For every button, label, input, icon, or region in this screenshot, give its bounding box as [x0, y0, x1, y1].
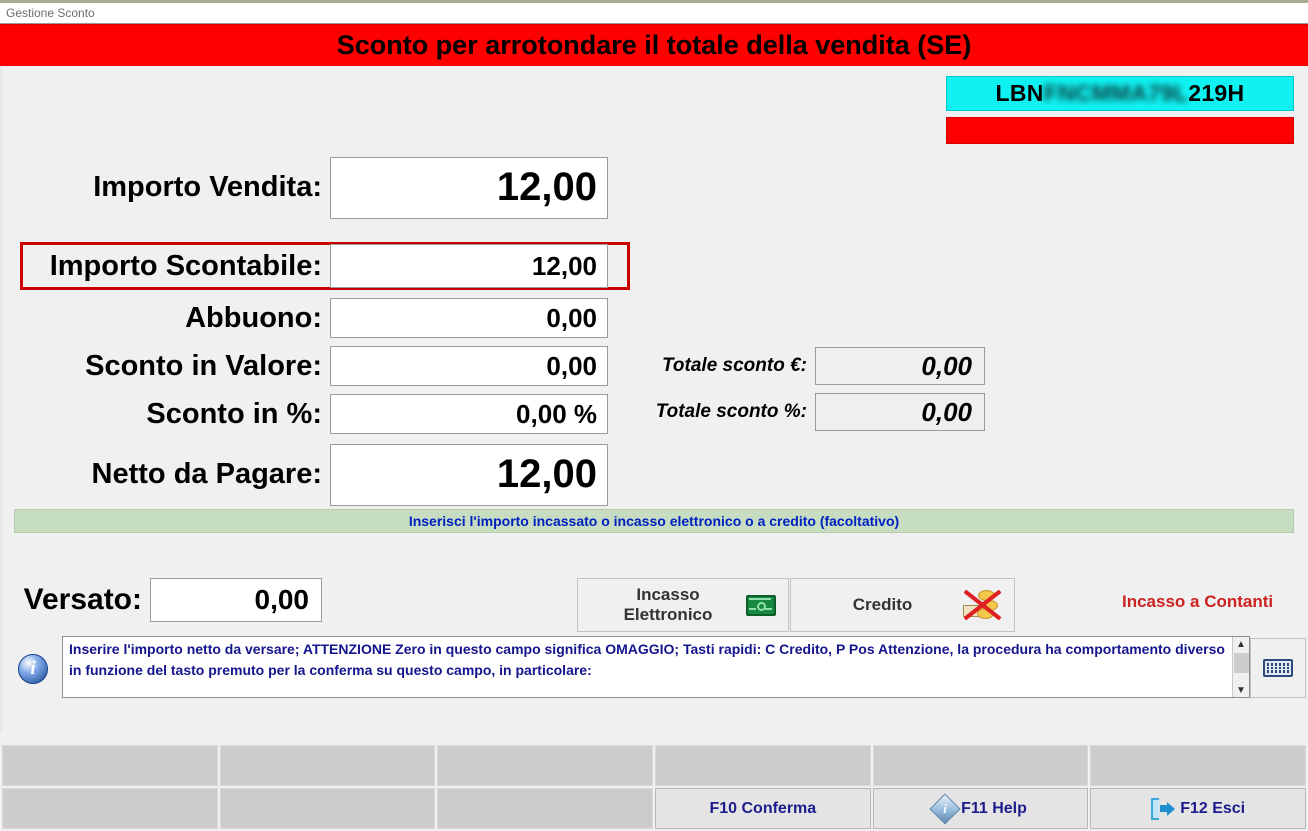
exit-door-arrow-icon [1151, 797, 1176, 820]
field-netto-da-pagare[interactable]: 12,00 [330, 443, 608, 506]
label-abbuono: Abbuono: [185, 301, 322, 334]
field-versato[interactable]: 0,00 [150, 578, 322, 622]
customer-code-badge: LBN FNCMMA79L 219H [946, 76, 1294, 111]
info-scrollbar[interactable]: ▲ ▼ [1232, 637, 1249, 697]
badge-suffix: 219H [1188, 80, 1245, 106]
label-versato: Versato: [23, 583, 142, 616]
label-totale-sconto-percento: Totale sconto %: [655, 401, 807, 422]
f12-esci-label: F12 Esci [1180, 799, 1246, 817]
f10-conferma-label: F10 Conferma [709, 799, 817, 817]
crossed-coins-icon [962, 588, 1002, 622]
label-sconto-in-percento: Sconto in %: [146, 397, 322, 430]
hint-bar-text: Inserisci l'importo incassato o incasso … [408, 513, 900, 529]
label-totale-sconto-euro: Totale sconto €: [662, 355, 807, 376]
total-sconto-percento: Totale sconto %: 0,00 [630, 393, 985, 431]
badge-prefix: LBN [995, 80, 1044, 106]
incasso-elettronico-button[interactable]: Incasso Elettronico [577, 578, 789, 632]
field-totale-sconto-percento: 0,00 [815, 393, 985, 431]
badge-redacted: FNCMMA79L [1043, 80, 1189, 106]
function-key-grid: F10 Conferma i F11 Help F12 Esci [0, 745, 1308, 831]
row-netto-da-pagare: Netto da Pagare: 12,00 [0, 442, 660, 507]
info-text: Inserire l'importo netto da versare; ATT… [69, 641, 1225, 679]
incasso-elettronico-label: Incasso Elettronico [590, 585, 746, 624]
row-abbuono: Abbuono: 0,00 [0, 298, 660, 338]
f12-esci-button[interactable]: F12 Esci [1090, 788, 1306, 829]
fkey-r1-c2[interactable] [219, 745, 436, 786]
fkey-r2-c2[interactable] [219, 788, 436, 829]
titlebar-strip [0, 0, 1308, 3]
scroll-up-icon[interactable]: ▲ [1236, 638, 1246, 650]
hint-bar: Inserisci l'importo incassato o incasso … [14, 509, 1294, 533]
field-sconto-in-percento[interactable]: 0,00 % [330, 394, 608, 434]
credito-button[interactable]: Credito [790, 578, 1015, 632]
page-header: Sconto per arrotondare il totale della v… [0, 24, 1308, 66]
scrollbar-thumb[interactable] [1234, 653, 1249, 673]
f11-help-button[interactable]: i F11 Help [872, 788, 1089, 829]
window-title: Gestione Sconto [6, 6, 95, 20]
info-icon: i [18, 654, 48, 684]
field-importo-scontabile[interactable]: 12,00 [330, 244, 608, 288]
info-panel: i Inserire l'importo netto da versare; A… [4, 636, 1250, 702]
fkey-r1-c4[interactable] [655, 745, 871, 786]
page-title: Sconto per arrotondare il totale della v… [336, 30, 972, 60]
virtual-keyboard-button[interactable] [1250, 638, 1306, 698]
f11-help-label: F11 Help [961, 799, 1027, 817]
row-sconto-in-percento: Sconto in %: 0,00 % [0, 394, 660, 434]
field-importo-vendita[interactable]: 12,00 [330, 156, 608, 219]
field-totale-sconto-euro: 0,00 [815, 347, 985, 385]
help-diamond-info-icon: i [929, 792, 961, 825]
fkey-r2-c3[interactable] [437, 788, 653, 829]
focus-highlight-importo-scontabile [20, 242, 630, 290]
incasso-elettronico-line2: Elettronico [623, 605, 713, 624]
row-importo-scontabile: Importo Scontabile: 12,00 [0, 243, 660, 289]
row-versato: Versato: 0,00 [0, 578, 322, 622]
label-importo-vendita: Importo Vendita: [93, 171, 322, 203]
total-sconto-euro: Totale sconto €: 0,00 [630, 347, 985, 385]
pos-card-icon [746, 594, 776, 616]
label-netto-da-pagare: Netto da Pagare: [91, 458, 322, 490]
scroll-down-icon[interactable]: ▼ [1236, 684, 1246, 696]
info-textbox[interactable]: Inserire l'importo netto da versare; ATT… [62, 636, 1250, 698]
row-sconto-in-valore: Sconto in Valore: 0,00 [0, 346, 660, 386]
fkey-r1-c1[interactable] [2, 745, 218, 786]
fkey-r1-c5[interactable] [872, 745, 1089, 786]
fkey-r1-c3[interactable] [437, 745, 653, 786]
info-icon-wrapper: i [4, 636, 62, 702]
secondary-red-bar [946, 117, 1294, 144]
row-importo-vendita: Importo Vendita: 12,00 [0, 155, 660, 220]
fkey-r2-c1[interactable] [2, 788, 218, 829]
keyboard-icon [1263, 659, 1293, 677]
fkey-r1-c6[interactable] [1090, 745, 1306, 786]
window-titlebar: Gestione Sconto [0, 0, 1308, 24]
field-sconto-in-valore[interactable]: 0,00 [330, 346, 608, 386]
f10-conferma-button[interactable]: F10 Conferma [655, 788, 871, 829]
field-abbuono[interactable]: 0,00 [330, 298, 608, 338]
label-importo-scontabile: Importo Scontabile: [49, 249, 322, 282]
credito-label: Credito [852, 595, 913, 615]
incasso-elettronico-line1: Incasso [636, 585, 700, 605]
label-sconto-in-valore: Sconto in Valore: [85, 349, 322, 382]
incasso-a-contanti-label: Incasso a Contanti [1122, 592, 1274, 611]
